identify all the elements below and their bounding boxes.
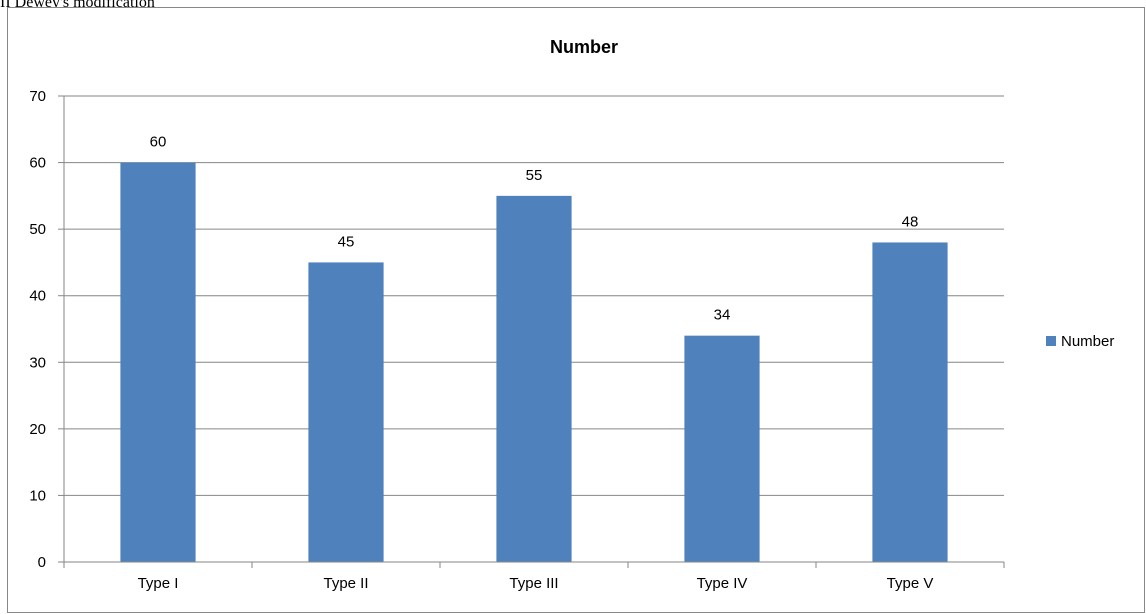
data-label: 45 (338, 233, 355, 250)
y-tick-label: 60 (29, 155, 46, 172)
data-label: 55 (526, 167, 543, 184)
data-label: 34 (714, 307, 731, 324)
data-label: 48 (902, 213, 919, 230)
bar (496, 195, 572, 562)
data-labels: 60 45 55 34 48 (150, 134, 919, 324)
x-tick-label: Type II (323, 575, 368, 592)
x-tick-label: Type III (509, 575, 558, 592)
y-tick-label: 40 (29, 288, 46, 305)
bars (120, 162, 948, 563)
x-tick-label: Type IV (697, 575, 748, 592)
bar (120, 162, 196, 563)
bar (684, 335, 760, 562)
legend-label: Number (1061, 333, 1114, 350)
x-tick-label: Type V (887, 575, 934, 592)
x-tick-label: Type I (138, 575, 179, 592)
data-label: 60 (150, 134, 167, 151)
y-tick-label: 30 (29, 354, 46, 371)
legend-swatch (1046, 336, 1056, 346)
figure-caption: II Dewey's modification (0, 0, 155, 11)
y-tick-label: 50 (29, 221, 46, 238)
y-tick-label: 70 (29, 88, 46, 105)
bar (308, 262, 384, 562)
y-tick-label: 10 (29, 487, 46, 504)
chart-frame (7, 7, 1145, 613)
y-tick-label: 20 (29, 421, 46, 438)
y-tick-label: 0 (38, 554, 46, 571)
axes: 0 10 20 30 40 50 60 70 Type I Type II Type III Type… (29, 88, 1005, 592)
legend: Number (1046, 333, 1114, 350)
chart-title: Number (550, 37, 618, 57)
bar (872, 242, 948, 562)
